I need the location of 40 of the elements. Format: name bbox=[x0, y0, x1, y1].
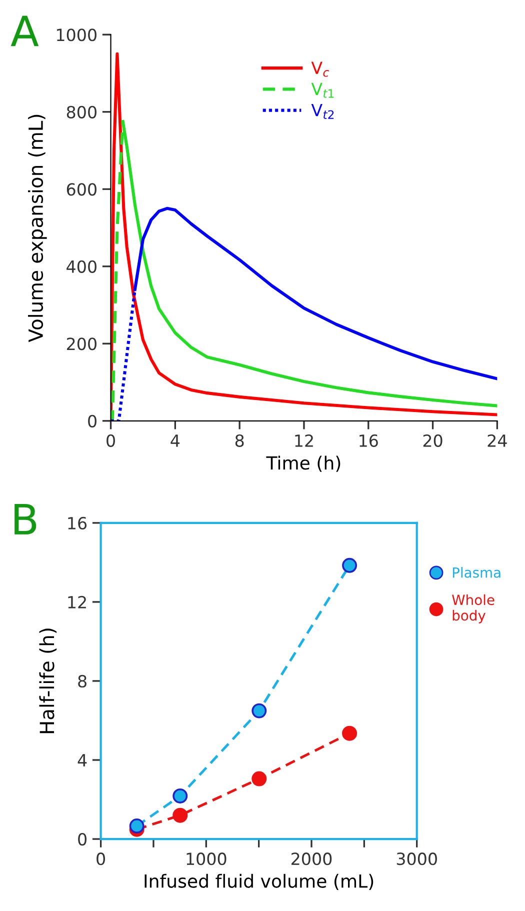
y-axis-title: Half-life (h) bbox=[39, 628, 57, 734]
legend-label: V$_{t2}$ bbox=[311, 104, 334, 119]
point bbox=[129, 818, 144, 834]
x-tick-label: 8 bbox=[235, 434, 244, 447]
y-axis-title: Volume expansion (mL) bbox=[28, 114, 47, 342]
legend-label: V$_{t1}$ bbox=[311, 82, 334, 98]
y-tick-label: 4 bbox=[78, 754, 87, 766]
x-tick-label: 0 bbox=[106, 434, 115, 447]
point bbox=[342, 558, 358, 573]
point bbox=[172, 788, 188, 804]
y-tick-label: 8 bbox=[78, 674, 86, 688]
y-tick-label: 600 bbox=[66, 183, 96, 196]
x-tick-label: 24 bbox=[488, 434, 507, 447]
y-tick-label: 200 bbox=[66, 338, 96, 350]
x-tick-label: 3000 bbox=[396, 852, 437, 866]
x-tick-label: 4 bbox=[170, 434, 180, 447]
point bbox=[252, 771, 267, 786]
chart-title: A bbox=[10, 16, 39, 46]
point bbox=[252, 703, 267, 718]
y-tick-label: 0 bbox=[78, 832, 86, 846]
x-tick-label: 12 bbox=[295, 434, 313, 447]
x-tick-label: 0 bbox=[96, 852, 105, 866]
y-tick-label: 400 bbox=[66, 260, 96, 273]
point bbox=[342, 726, 358, 741]
legend-label: V$_{c}$ bbox=[311, 62, 329, 77]
x-tick-label: 2000 bbox=[292, 852, 332, 866]
y-tick-label: 0 bbox=[88, 414, 96, 428]
y-tick-label: 16 bbox=[68, 516, 87, 530]
legend-label: Plasma bbox=[452, 567, 500, 578]
x-tick-label: 20 bbox=[423, 434, 442, 447]
y-tick-label: 800 bbox=[66, 106, 96, 118]
x-axis-title: Time (h) bbox=[266, 456, 340, 472]
legend-label: Whole body bbox=[452, 594, 494, 624]
x-tick-label: 16 bbox=[360, 434, 378, 447]
point bbox=[172, 808, 188, 823]
x-axis-title: Infused fluid volume (mL) bbox=[144, 874, 374, 890]
x-tick-label: 1000 bbox=[186, 852, 226, 866]
y-tick-label: 12 bbox=[68, 596, 86, 608]
y-tick-label: 1000 bbox=[56, 28, 96, 42]
chart-title: B bbox=[14, 504, 36, 534]
